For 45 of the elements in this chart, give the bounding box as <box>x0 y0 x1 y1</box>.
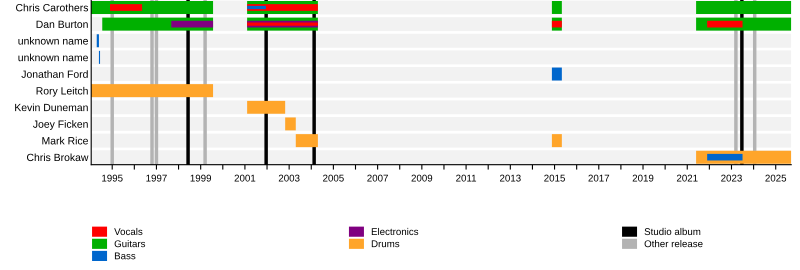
x-tick-label: 1995 <box>102 174 123 182</box>
x-tick-label: 2021 <box>676 174 698 182</box>
bar <box>707 20 743 28</box>
x-tick-label: 1999 <box>190 174 212 182</box>
bar <box>110 4 142 11</box>
y-tick-label: Chris Carothers <box>16 4 88 12</box>
x-tick-label: 2007 <box>367 174 388 182</box>
x-tick-label: 2001 <box>234 174 256 182</box>
y-tick-label: Mark Rice <box>42 136 88 144</box>
bar <box>552 68 562 81</box>
x-tick-label: 2009 <box>412 174 432 182</box>
x-tick-label: 1997 <box>146 174 167 182</box>
legend-label: Other release <box>644 240 703 248</box>
x-tick-label: 2025 <box>765 174 786 182</box>
y-tick-label: Chris Brokaw <box>27 153 88 162</box>
x-tick-label: 2003 <box>278 174 300 182</box>
legend-label: Studio album <box>644 228 700 236</box>
y-tick-label: Kevin Duneman <box>15 104 88 112</box>
bar <box>247 100 286 114</box>
x-tick-label: 2011 <box>456 174 476 182</box>
x-tick-label: 2017 <box>588 174 610 182</box>
y-tick-label: Jonathan Ford <box>21 70 88 78</box>
y-tick-label: Joey Ficken <box>33 120 88 130</box>
x-tick-label: 2005 <box>323 174 344 182</box>
legend-label: Bass <box>114 252 136 260</box>
x-tick-label: 2019 <box>632 174 654 182</box>
bar <box>696 1 792 14</box>
legend-label: Vocals <box>114 228 142 236</box>
bar <box>552 134 562 148</box>
y-tick-label: Dan Burton <box>36 20 88 28</box>
x-tick-label: 2015 <box>544 174 565 182</box>
y-tick-label: unknown name <box>18 54 88 62</box>
legend-label: Drums <box>372 240 400 248</box>
bar <box>552 1 562 14</box>
bar <box>552 20 562 28</box>
bar <box>296 134 318 148</box>
bar <box>171 20 214 28</box>
legend-label: Guitars <box>114 240 146 248</box>
bar <box>91 84 214 98</box>
legend-label: Electronics <box>372 228 418 236</box>
bar <box>285 117 296 130</box>
x-tick-label: 2023 <box>721 174 742 182</box>
x-tick-label: 2013 <box>500 174 521 182</box>
y-tick-label: Rory Leitch <box>36 86 88 97</box>
y-tick-label: unknown name <box>18 36 88 45</box>
